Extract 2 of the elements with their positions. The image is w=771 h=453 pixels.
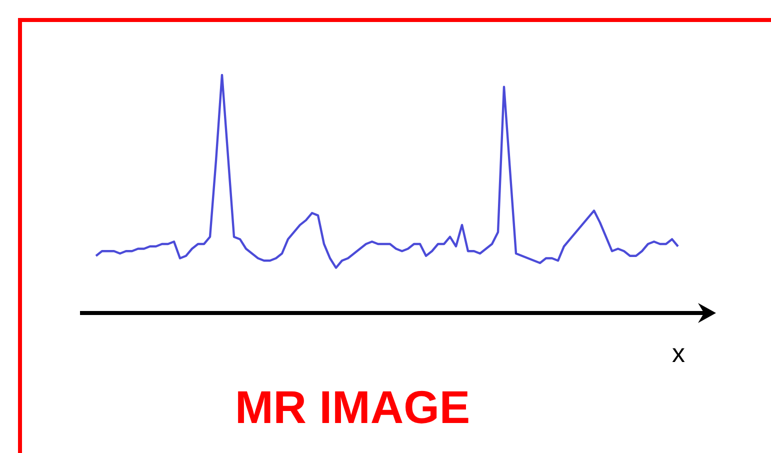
x-axis-title: x xyxy=(672,338,685,369)
text: MR IMAGE xyxy=(234,380,472,434)
